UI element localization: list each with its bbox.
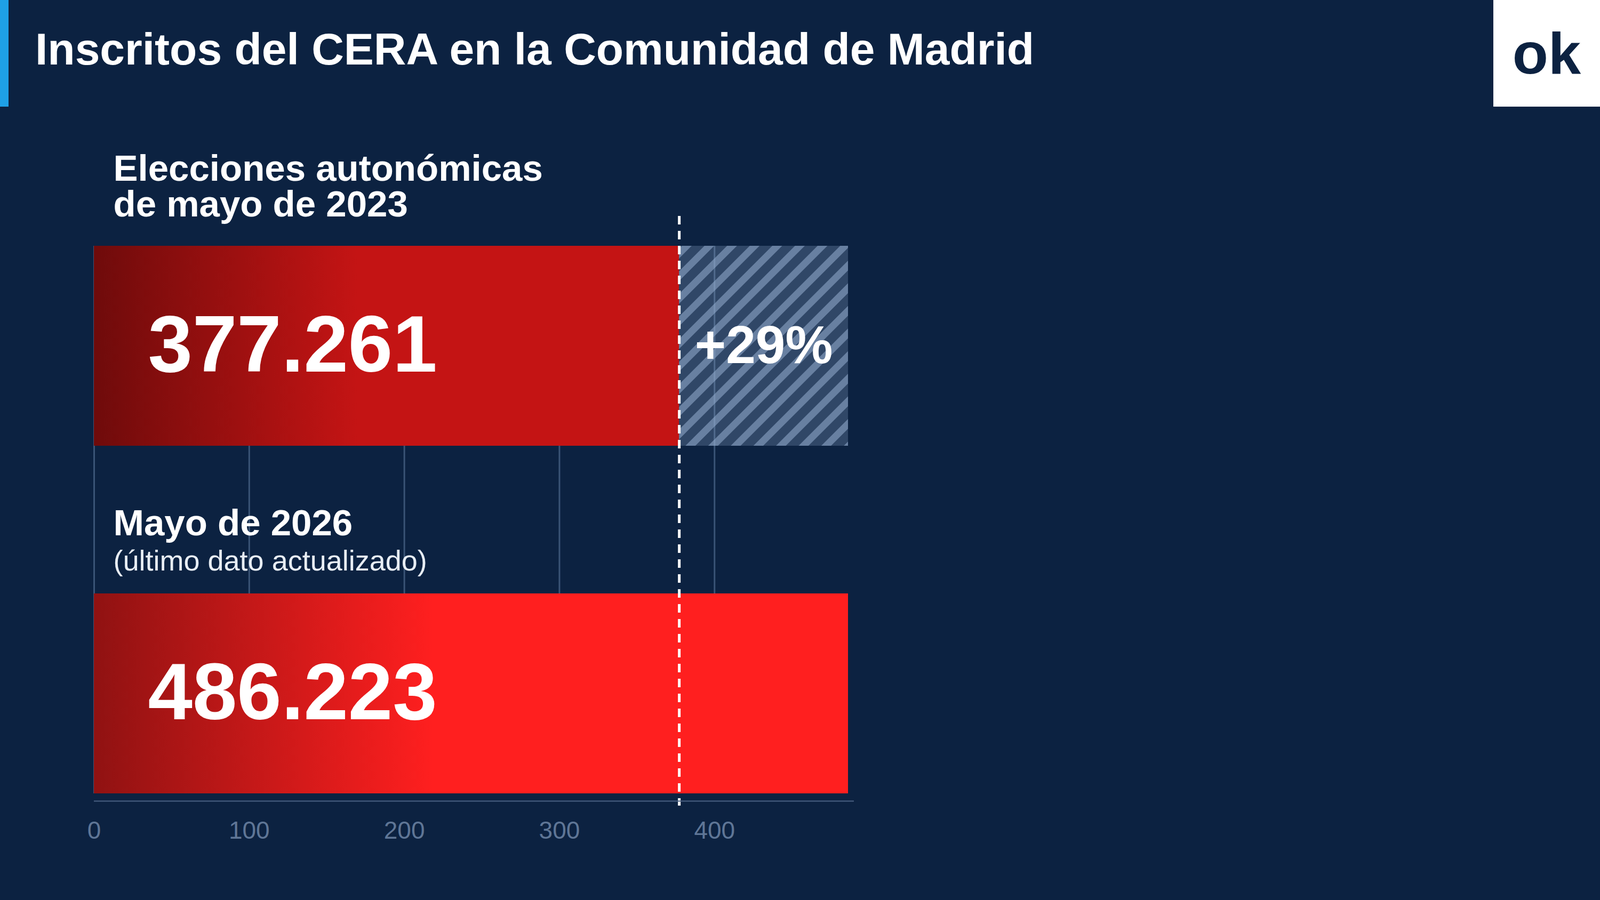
svg-text:0: 0 (87, 816, 102, 845)
svg-text:Elecciones autonómicas: Elecciones autonómicas (113, 147, 543, 189)
svg-text:400: 400 (693, 816, 735, 845)
svg-text:100: 100 (228, 816, 270, 845)
svg-text:200: 200 (384, 816, 426, 845)
svg-text:+29%: +29% (694, 314, 834, 375)
svg-text:de mayo de 2023: de mayo de 2023 (113, 183, 408, 225)
svg-text:Mayo de 2026: Mayo de 2026 (113, 502, 354, 544)
html-text:ok: ok (1512, 20, 1581, 86)
svg-text:(último dato actualizado): (último dato actualizado) (113, 544, 428, 577)
html-text:Inscritos del CERA en la Comun: Inscritos del CERA en la Comunidad de Ma… (35, 24, 1035, 75)
svg-text:486.223: 486.223 (148, 646, 438, 737)
svg-text:300: 300 (539, 816, 581, 845)
svg-text:377.261: 377.261 (148, 299, 438, 389)
